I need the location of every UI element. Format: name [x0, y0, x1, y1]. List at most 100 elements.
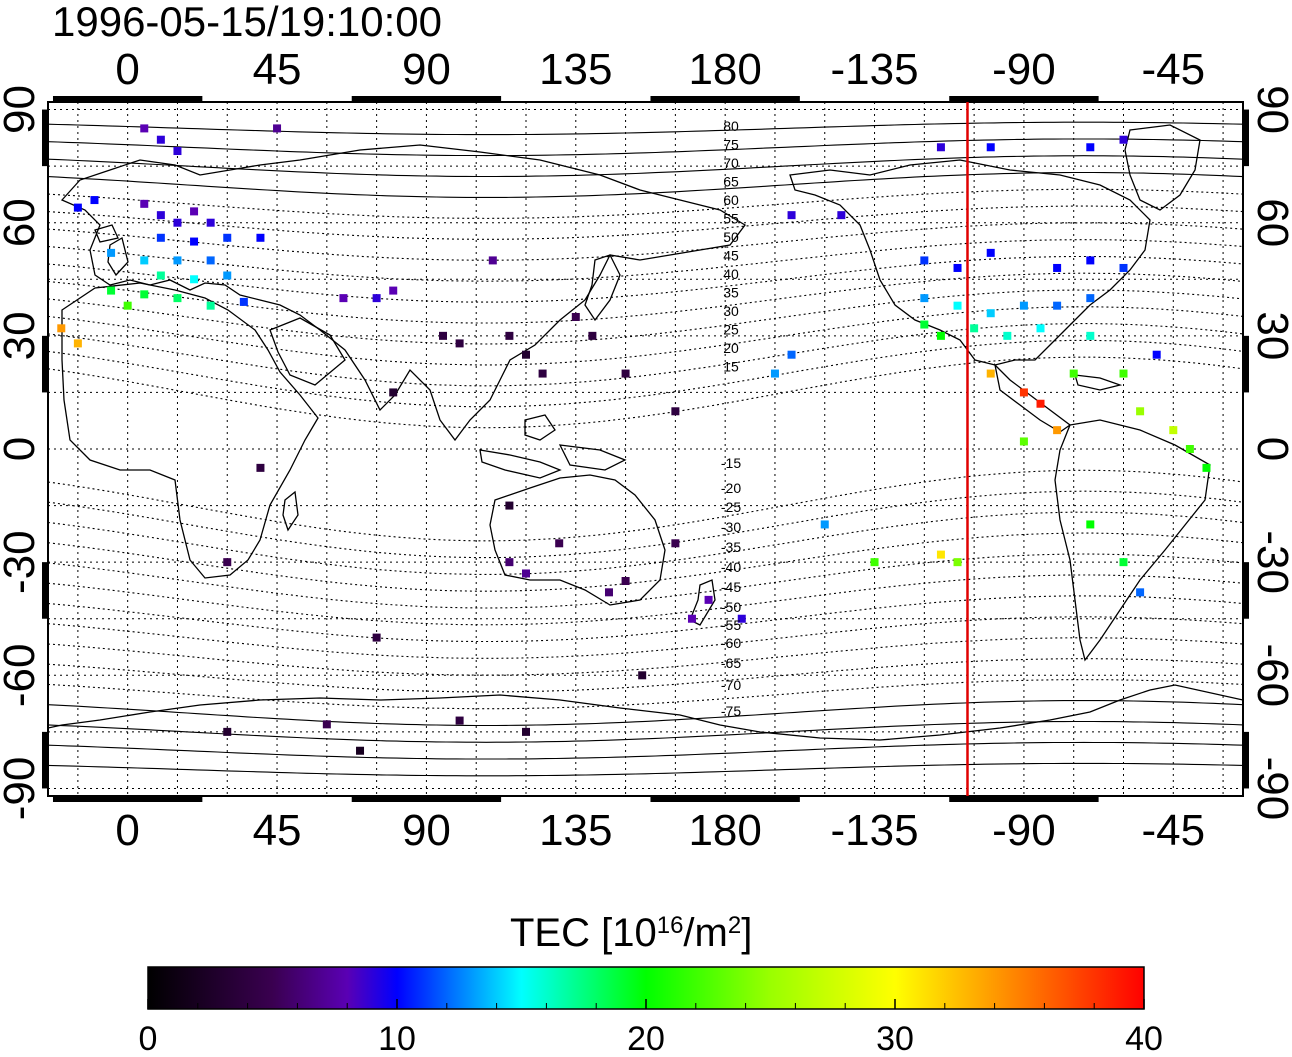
lon-tick-label-bottom: -135: [831, 806, 919, 855]
tec-point: [190, 207, 199, 216]
tec-point: [223, 558, 232, 567]
tec-point: [156, 135, 165, 144]
tec-point: [588, 331, 597, 340]
lat-tick-label-left: -60: [0, 644, 44, 708]
tec-point: [936, 331, 945, 340]
lon-tick-label-bottom: 0: [115, 806, 139, 855]
tec-point: [372, 633, 381, 642]
tec-point: [372, 294, 381, 303]
contour-label: -45: [721, 579, 741, 595]
tec-data-points: [57, 124, 1211, 755]
contour-label: -35: [721, 539, 741, 555]
tec-point: [140, 256, 149, 265]
tec-point: [1152, 350, 1161, 359]
tec-point: [439, 331, 448, 340]
contour-label: -70: [721, 677, 741, 693]
tec-point: [505, 501, 514, 510]
tec-point: [1119, 369, 1128, 378]
magnetic-contour: [48, 239, 1243, 282]
tec-point: [522, 569, 530, 578]
tec-point: [206, 256, 215, 265]
tec-point: [1053, 426, 1062, 435]
tec-point: [671, 407, 680, 416]
magnetic-contour: [48, 255, 1243, 303]
contour-label: 80: [723, 118, 739, 134]
tec-point: [538, 369, 547, 378]
tec-point: [953, 558, 962, 567]
tec-point: [90, 196, 99, 205]
contour-label: -15: [721, 455, 741, 471]
contour-label: -40: [721, 559, 741, 575]
contour-label: 20: [723, 340, 739, 356]
tec-point: [1019, 301, 1028, 310]
contour-label: 65: [723, 174, 739, 190]
tec-point: [1169, 426, 1178, 435]
axis-bar-top: [351, 96, 502, 102]
tec-point: [1036, 324, 1045, 333]
lon-tick-label-bottom: 45: [253, 806, 302, 855]
tec-point: [505, 558, 514, 567]
magnetic-contour: [48, 490, 1243, 559]
contour-label: 25: [723, 322, 739, 338]
tec-point: [1086, 331, 1095, 340]
tec-point: [737, 614, 746, 623]
colorbar-title: TEC [1016/m2]: [510, 911, 752, 955]
lat-tick-label-right: -30: [1248, 530, 1292, 594]
tec-point: [522, 727, 530, 736]
lat-tick-label-left: 90: [0, 85, 44, 134]
lon-tick-label-top: 0: [115, 45, 139, 94]
lon-tick-label-top: 45: [253, 45, 302, 94]
lat-tick-label-right: 30: [1248, 311, 1292, 360]
tec-point: [455, 339, 464, 348]
contour-label: -65: [721, 655, 741, 671]
contour-label: -20: [721, 480, 741, 496]
axis-bar-top: [52, 96, 203, 102]
lon-tick-label-top: 90: [402, 45, 451, 94]
tec-point: [389, 286, 398, 295]
tec-point: [787, 350, 796, 359]
tec-point: [356, 746, 365, 755]
magnetic-contour: [48, 138, 1243, 157]
tec-point: [920, 320, 929, 329]
tec-point: [1053, 301, 1062, 310]
colorbar-ticks: 0 10 20 30 40: [139, 999, 1163, 1057]
axis-bar-bottom: [650, 796, 800, 802]
tec-point: [986, 248, 995, 257]
colorbar-tick-label: 10: [378, 1020, 416, 1057]
tec-point: [57, 324, 66, 333]
lat-tick-label-right: 0: [1248, 437, 1292, 461]
tec-point: [936, 143, 945, 152]
lon-tick-label-bottom: 135: [539, 806, 612, 855]
tec-point: [156, 233, 165, 242]
magnetic-contour: [48, 323, 1243, 387]
tec-point: [1053, 263, 1062, 272]
colorbar-tick-label: 30: [876, 1020, 914, 1057]
magnetic-contour: [48, 700, 1243, 727]
magnetic-contour: [48, 595, 1243, 643]
contour-label: 55: [723, 211, 739, 227]
lat-tick-label-left: 0: [0, 437, 44, 461]
tec-point: [156, 271, 165, 280]
magnetic-contour: [48, 289, 1243, 345]
magnetic-contour: [48, 553, 1243, 609]
magnetic-contour: [48, 511, 1243, 575]
contour-label: -50: [721, 599, 741, 615]
axis-bar-right: [1243, 335, 1249, 393]
tec-point: [1136, 588, 1145, 597]
tec-point: [173, 218, 182, 227]
magnetic-contour: [48, 720, 1243, 743]
tec-point: [1136, 407, 1145, 416]
lon-tick-label-bottom: -45: [1141, 806, 1205, 855]
axis-bar-left: [42, 731, 48, 789]
tec-point: [505, 331, 514, 340]
tec-point: [1086, 294, 1095, 303]
lon-tick-label-bottom: 180: [688, 806, 761, 855]
magnetic-contour: [48, 121, 1243, 136]
magnetic-contour: [48, 762, 1243, 777]
tec-point: [953, 301, 962, 310]
magnetic-contour: [48, 306, 1243, 366]
tec-point: [787, 211, 796, 220]
lon-tick-label-top: -45: [1141, 45, 1205, 94]
tec-point: [604, 588, 613, 597]
